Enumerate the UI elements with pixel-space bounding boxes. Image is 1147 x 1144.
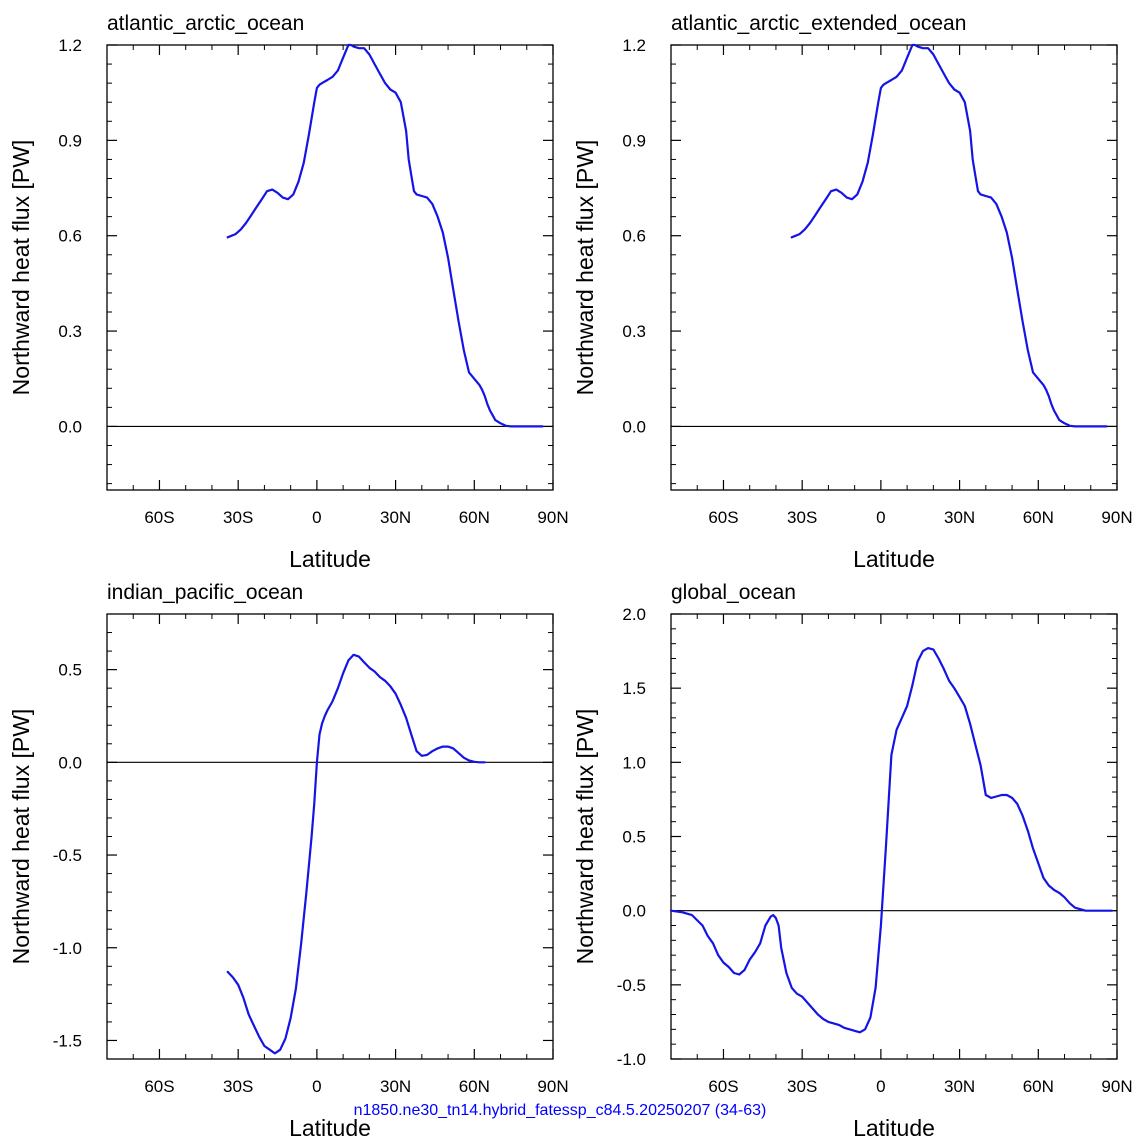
x-tick-label: 0 [312,508,321,527]
y-tick-label: 0.0 [622,417,646,436]
x-tick-label: 30N [380,1077,411,1096]
plot-frame [670,613,1118,1060]
series-line [669,647,1113,1034]
x-tick-label: 0 [876,508,885,527]
y-tick-label: 0.9 [58,131,82,150]
y-tick-label: 0.0 [622,902,646,921]
x-tick-label: 60N [1023,1077,1054,1096]
x-axis-label: Latitude [289,1115,371,1141]
panel-indian-pacific-ocean: 60S 30S 0 30N 60N 90N -1.5 -1.0 -0.5 0.0 0.5 indian… [8,581,569,1141]
y-tick-label: 0.9 [622,131,646,150]
x-axis-label: Latitude [853,1115,935,1141]
x-tick-label: 90N [537,1077,568,1096]
plot-frame [106,44,554,491]
x-tick-label: 60N [459,508,490,527]
x-tick-label: 30S [223,508,253,527]
x-tick-label: 60N [1023,508,1054,527]
plot-frame [670,44,1118,491]
y-axis-label: Northward heat flux [PW] [572,140,598,396]
y-tick-label: 0.0 [58,753,82,772]
x-tick-label: 30S [223,1077,253,1096]
y-tick-label: 0.5 [58,661,82,680]
y-tick-label: -0.5 [53,846,82,865]
panel-title: atlantic_arctic_ocean [107,12,304,35]
x-tick-label: 0 [876,1077,885,1096]
y-tick-label: 0.6 [58,227,82,246]
y-tick-label: 1.5 [622,679,646,698]
x-axis-label: Latitude [289,546,371,572]
y-tick-label: 0.6 [622,227,646,246]
y-tick-label: 0.3 [622,322,646,341]
series-line [790,43,1108,428]
x-axis-label: Latitude [853,546,935,572]
x-tick-label: 30N [380,508,411,527]
x-tick-label: 60S [708,508,738,527]
x-tick-label: 30N [944,1077,975,1096]
series-line [226,43,544,428]
x-tick-label: 60S [144,508,174,527]
y-tick-label: 0.3 [58,322,82,341]
y-tick-label: 0.0 [58,417,82,436]
panel-atlantic-arctic-ocean: 60S 30S 0 30N 60N 90N 0.0 0.3 0.6 0.9 1.2 atlantic_… [8,12,569,572]
panel-title: indian_pacific_ocean [107,581,303,604]
x-tick-label: 90N [1101,508,1132,527]
y-tick-label: 1.2 [622,36,646,55]
panel-title: atlantic_arctic_extended_ocean [671,12,966,35]
panel-title: global_ocean [671,581,796,604]
y-axis-label: Northward heat flux [PW] [572,709,598,965]
y-tick-label: 1.0 [622,753,646,772]
panel-atlantic-arctic-extended-ocean: 60S 30S 0 30N 60N 90N 0.0 0.3 0.6 0.9 1.2 atlantic_… [572,12,1133,572]
x-tick-label: 0 [312,1077,321,1096]
y-tick-label: 0.5 [622,828,646,847]
x-tick-label: 60S [708,1077,738,1096]
x-tick-label: 90N [1101,1077,1132,1096]
x-tick-label: 60S [144,1077,174,1096]
panel-global-ocean: 60S 30S 0 30N 60N 90N -1.0 -0.5 0.0 0.5 1.0 1.5 2.0 g… [572,581,1133,1141]
x-tick-label: 30N [944,508,975,527]
y-tick-label: -1.0 [617,1050,646,1069]
y-tick-label: -0.5 [617,976,646,995]
y-axis-label: Northward heat flux [PW] [8,140,34,396]
y-tick-label: -1.0 [53,939,82,958]
plot-frame [106,613,554,1060]
footnote-case-name: n1850.ne30_tn14.hybrid_fatessp_c84.5.202… [354,1102,767,1119]
y-tick-label: 1.2 [58,36,82,55]
y-tick-label: -1.5 [53,1031,82,1050]
x-tick-label: 90N [537,508,568,527]
x-tick-label: 30S [787,1077,817,1096]
x-tick-label: 30S [787,508,817,527]
x-tick-label: 60N [459,1077,490,1096]
y-axis-label: Northward heat flux [PW] [8,709,34,965]
y-tick-label: 2.0 [622,605,646,624]
series-line [226,653,486,1055]
